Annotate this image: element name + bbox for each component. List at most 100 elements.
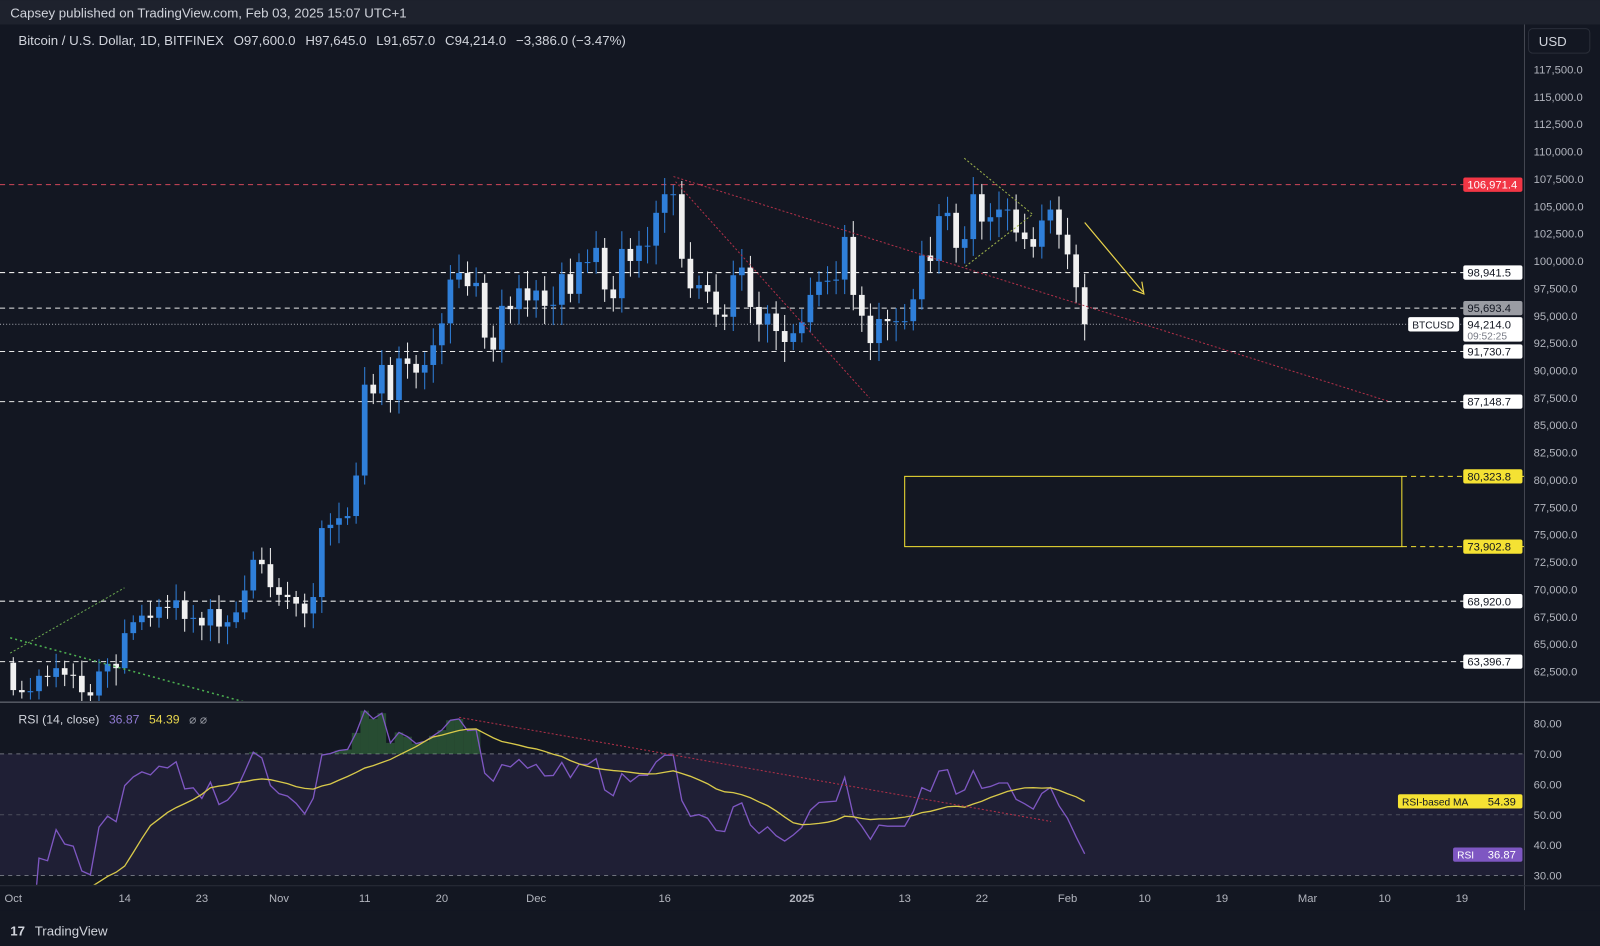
candle[interactable] [27,677,34,700]
candle[interactable] [653,200,659,265]
candle[interactable] [207,599,214,642]
candle[interactable] [687,242,694,298]
candle[interactable] [833,261,839,295]
candle[interactable] [396,346,402,414]
candle[interactable] [627,238,634,277]
candle[interactable] [198,611,205,641]
candle[interactable] [1021,213,1028,250]
candle[interactable] [670,184,677,216]
candle[interactable] [996,191,1002,238]
candle[interactable] [53,653,59,688]
candle[interactable] [378,350,385,406]
candle[interactable] [1004,198,1011,231]
candle[interactable] [138,604,145,631]
candle[interactable] [910,288,917,331]
currency-button[interactable]: USD [1528,28,1591,54]
candle[interactable] [678,180,685,268]
candle[interactable] [790,324,797,351]
candle[interactable] [490,325,497,362]
candle[interactable] [618,231,625,313]
candle[interactable] [636,230,642,278]
candle[interactable] [961,226,968,264]
candle[interactable] [156,598,162,628]
candle[interactable] [310,583,317,629]
candle[interactable] [327,513,334,546]
candle[interactable] [584,249,591,273]
arrow-line[interactable] [1084,222,1144,293]
candle[interactable] [978,183,985,240]
candle[interactable] [1038,204,1045,259]
candle[interactable] [344,507,351,525]
candle[interactable] [610,275,617,312]
candle[interactable] [987,203,994,241]
candle[interactable] [927,236,934,273]
candle[interactable] [876,302,882,362]
candle[interactable] [918,240,925,310]
candle[interactable] [301,593,308,628]
candle[interactable] [36,669,42,700]
candle[interactable] [507,296,514,324]
candle[interactable] [456,254,462,289]
candle[interactable] [387,357,394,413]
candle[interactable] [276,578,282,606]
candle[interactable] [404,342,411,379]
candle[interactable] [147,600,154,627]
candle[interactable] [438,313,445,365]
tradingview-logo[interactable]: 17 TradingView [10,924,108,939]
candle[interactable] [807,277,814,333]
candle[interactable] [1056,196,1062,249]
candle[interactable] [1013,194,1019,242]
candle[interactable] [473,267,479,297]
candle[interactable] [867,303,874,361]
candle[interactable] [164,594,171,619]
candle[interactable] [293,590,299,617]
candle[interactable] [730,260,737,332]
candle[interactable] [87,683,94,710]
candle[interactable] [44,665,51,687]
chart-pane[interactable] [0,157,1525,946]
candle[interactable] [850,221,857,311]
candle[interactable] [550,286,557,326]
candle[interactable] [1064,217,1071,270]
candle[interactable] [413,354,419,389]
candle[interactable] [233,601,239,629]
candle[interactable] [447,265,454,344]
supply-zone-box[interactable] [904,475,1403,548]
candle[interactable] [370,373,377,405]
candle[interactable] [10,657,17,696]
trendline[interactable] [675,181,870,399]
candle[interactable] [533,280,539,318]
candle[interactable] [353,462,359,524]
candle[interactable] [721,304,728,331]
green-trendline[interactable] [9,587,125,654]
candle[interactable] [713,274,719,327]
candle[interactable] [816,271,822,307]
candle[interactable] [773,301,779,351]
candle[interactable] [241,575,248,620]
candle[interactable] [558,262,565,325]
candle[interactable] [756,291,762,342]
time-axis[interactable]: Oct 14 23 Nov 11 20 Dec 16 2025 13 22 Feb 10 19 Mar 10 1… [5,893,1469,905]
candle[interactable] [704,271,711,304]
candle[interactable] [798,309,805,343]
candle[interactable] [96,659,102,711]
candle[interactable] [541,276,548,325]
candle[interactable] [1030,227,1037,258]
candle[interactable] [113,654,119,686]
candle[interactable] [593,231,599,274]
candle[interactable] [318,520,325,613]
candle[interactable] [498,289,505,363]
candle[interactable] [190,605,197,633]
candle[interactable] [121,619,128,674]
candle[interactable] [70,663,77,689]
candle[interactable] [858,286,865,332]
candle[interactable] [181,591,188,632]
candle[interactable] [61,660,68,687]
candle[interactable] [224,615,231,645]
candle[interactable] [644,226,651,264]
candle[interactable] [421,352,428,390]
candle[interactable] [250,551,257,599]
candle[interactable] [1047,200,1054,234]
candle[interactable] [361,367,368,485]
candle[interactable] [18,680,25,699]
